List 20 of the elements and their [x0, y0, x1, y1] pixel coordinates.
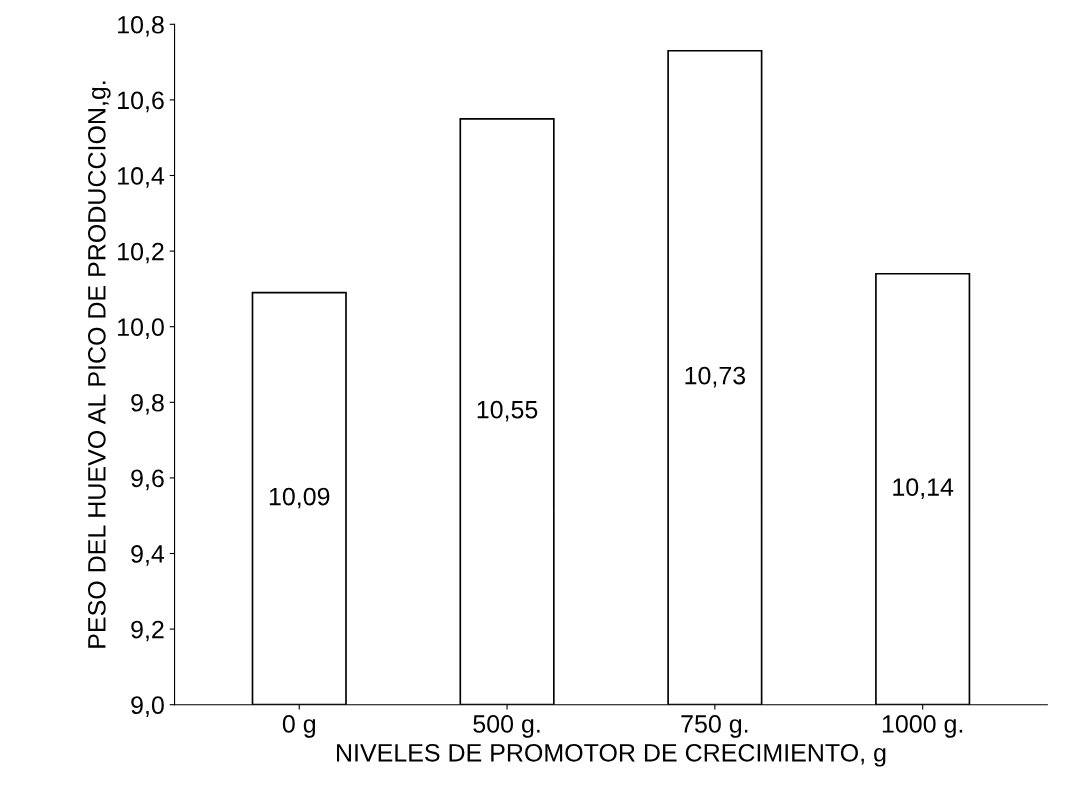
data-label: 10,09: [269, 487, 330, 509]
y-tick-label: 10,2: [118, 242, 164, 264]
data-label: 10,55: [477, 400, 538, 422]
y-axis-title: PESO DEL HUEVO AL PICO DE PRODUCCION,g.: [87, 81, 111, 648]
data-label: 10,73: [685, 366, 746, 388]
x-tick-label: 1000 g.: [882, 715, 963, 738]
y-tick-label: 10,0: [118, 318, 164, 339]
y-tick-label: 9,6: [131, 469, 164, 491]
y-tick-label: 10,6: [118, 91, 164, 113]
x-tick-label: 750 g.: [681, 715, 748, 738]
y-tick-label: 9,8: [131, 393, 164, 415]
y-tick-label: 9,2: [131, 620, 164, 642]
y-tick-label: 9,0: [131, 696, 164, 717]
y-tick-label: 9,4: [131, 545, 165, 566]
x-tick-label: 0 g: [282, 715, 316, 738]
x-axis-title: NIVELES DE PROMOTOR DE CRECIMIENTO, g: [337, 743, 886, 767]
x-tick-label: 500 g.: [473, 715, 540, 738]
y-tick-label: 10,4: [118, 167, 165, 188]
data-label: 10,14: [893, 478, 954, 499]
y-tick-label: 10,8: [118, 15, 164, 37]
